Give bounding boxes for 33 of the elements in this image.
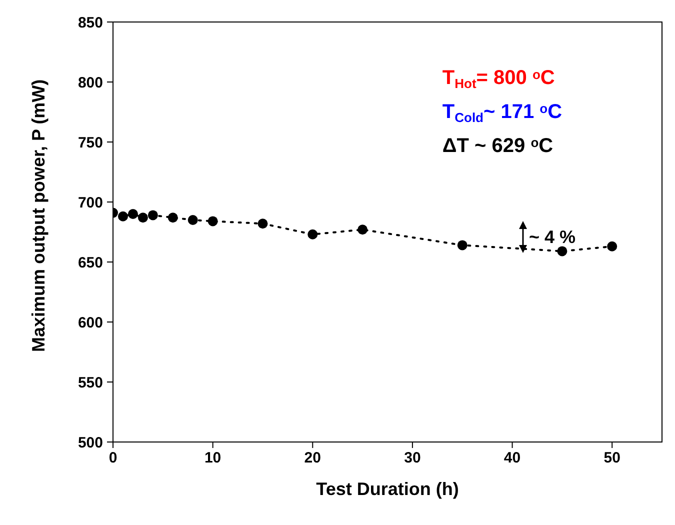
y-tick-label: 650 <box>78 254 103 272</box>
point <box>168 212 178 223</box>
x-tick-label: 40 <box>504 450 521 467</box>
y-axis-title: Maximum output power, P (mW) <box>28 79 48 352</box>
point <box>138 212 148 223</box>
point <box>457 240 468 250</box>
y-tick-label: 600 <box>78 314 103 332</box>
x-tick-label: 50 <box>604 450 620 467</box>
point <box>148 210 158 220</box>
y-tick-label: 800 <box>78 74 103 92</box>
point <box>128 209 138 219</box>
point <box>258 218 268 229</box>
y-tick-label: 750 <box>78 134 103 152</box>
annotation: T$_{Hot}$= 800 $^{o}$C <box>442 66 555 91</box>
y-tick-label: 850 <box>78 14 103 32</box>
point <box>118 211 128 222</box>
x-tick-label: 0 <box>108 450 118 467</box>
y-tick-label: 550 <box>78 374 103 392</box>
annotation: ~ 4 % <box>528 227 576 248</box>
point <box>308 229 318 240</box>
point <box>557 246 568 256</box>
annotation: T$_{Cold}$~ 171 $^{o}$C <box>442 100 562 125</box>
x-tick-label: 20 <box>304 450 321 467</box>
point <box>358 224 368 235</box>
x-axis-title: Test Duration (h) <box>316 479 459 499</box>
point <box>607 241 618 252</box>
point <box>208 216 218 226</box>
y-tick-label: 700 <box>78 194 103 212</box>
annotation: ΔT ~ 629 $^{o}$C <box>442 134 554 157</box>
x-tick-label: 10 <box>204 450 222 467</box>
y-tick-label: 500 <box>78 434 103 452</box>
x-tick-label: 30 <box>404 450 421 467</box>
point <box>188 215 198 225</box>
